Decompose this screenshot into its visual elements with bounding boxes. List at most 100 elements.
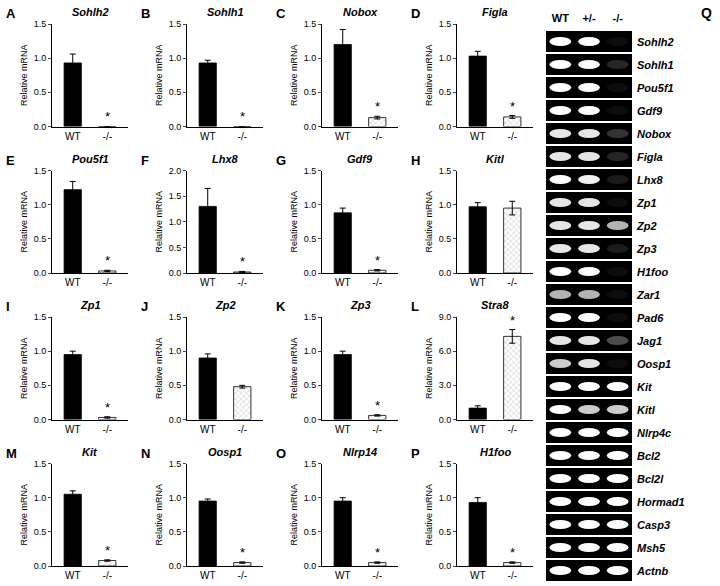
svg-text:1.5: 1.5	[439, 166, 452, 176]
svg-text:N: N	[141, 446, 150, 461]
svg-text:0.5: 0.5	[439, 527, 452, 537]
svg-text:Relative mRNA: Relative mRNA	[154, 484, 164, 546]
svg-text:*: *	[240, 109, 245, 124]
svg-text:0.5: 0.5	[304, 234, 317, 244]
svg-text:A: A	[6, 6, 16, 21]
svg-text:2.0: 2.0	[169, 166, 182, 176]
svg-text:Lhx8: Lhx8	[212, 153, 239, 165]
svg-text:WT: WT	[470, 424, 486, 435]
svg-text:Gdf9: Gdf9	[637, 105, 663, 117]
svg-text:*: *	[375, 253, 380, 268]
svg-text:0.0: 0.0	[439, 415, 452, 425]
svg-text:0.0: 0.0	[34, 561, 47, 571]
svg-text:Sohlh2: Sohlh2	[72, 6, 109, 18]
svg-text:-/-: -/-	[373, 277, 382, 288]
svg-text:H1foo: H1foo	[480, 446, 511, 458]
svg-text:1.5: 1.5	[169, 191, 182, 201]
svg-text:*: *	[105, 109, 110, 124]
svg-text:0.5: 0.5	[34, 527, 47, 537]
svg-text:0.5: 0.5	[169, 527, 182, 537]
svg-text:0.5: 0.5	[169, 243, 182, 253]
svg-text:Zp3: Zp3	[636, 243, 657, 255]
svg-text:Relative mRNA: Relative mRNA	[289, 44, 299, 106]
svg-text:-/-: -/-	[238, 131, 247, 142]
svg-text:Relative mRNA: Relative mRNA	[289, 191, 299, 253]
svg-text:0.0: 0.0	[169, 561, 182, 571]
svg-text:Casp3: Casp3	[637, 519, 670, 531]
svg-text:*: *	[240, 545, 245, 560]
svg-text:Nobox: Nobox	[637, 128, 672, 140]
svg-text:0.5: 0.5	[169, 380, 182, 390]
svg-text:0.5: 0.5	[34, 380, 47, 390]
svg-text:Pad6: Pad6	[637, 312, 664, 324]
svg-text:0.0: 0.0	[439, 122, 452, 132]
svg-text:WT: WT	[470, 277, 486, 288]
svg-text:C: C	[276, 6, 286, 21]
svg-text:WT: WT	[65, 570, 81, 581]
svg-text:0.0: 0.0	[169, 415, 182, 425]
svg-text:1.0: 1.0	[169, 493, 182, 503]
svg-text:Relative mRNA: Relative mRNA	[19, 44, 29, 106]
svg-text:E: E	[6, 153, 15, 168]
svg-text:Relative mRNA: Relative mRNA	[154, 191, 164, 253]
svg-text:0.0: 0.0	[169, 122, 182, 132]
svg-text:0.0: 0.0	[304, 268, 317, 278]
svg-text:Gdf9: Gdf9	[347, 153, 373, 165]
svg-text:1.5: 1.5	[304, 19, 317, 29]
svg-text:0.0: 0.0	[439, 561, 452, 571]
svg-text:Stra8: Stra8	[481, 299, 509, 311]
svg-text:Nlrp4c: Nlrp4c	[637, 427, 671, 439]
svg-text:Zar1: Zar1	[636, 289, 660, 301]
svg-text:*: *	[375, 545, 380, 560]
svg-text:0.0: 0.0	[304, 415, 317, 425]
svg-text:*: *	[375, 99, 380, 114]
svg-text:WT: WT	[470, 570, 486, 581]
svg-text:1.0: 1.0	[304, 493, 317, 503]
svg-text:1.0: 1.0	[439, 200, 452, 210]
svg-text:1.0: 1.0	[304, 200, 317, 210]
svg-text:0.5: 0.5	[439, 87, 452, 97]
svg-text:-/-: -/-	[238, 277, 247, 288]
svg-text:J: J	[141, 299, 148, 314]
svg-text:Relative mRNA: Relative mRNA	[289, 337, 299, 399]
svg-text:1.0: 1.0	[304, 53, 317, 63]
svg-text:Zp2: Zp2	[215, 299, 236, 311]
svg-text:Relative mRNA: Relative mRNA	[424, 337, 434, 399]
svg-text:1.5: 1.5	[304, 459, 317, 469]
svg-text:Zp2: Zp2	[636, 220, 657, 232]
svg-text:Nlrp14: Nlrp14	[343, 446, 377, 458]
svg-text:Pou5f1: Pou5f1	[637, 82, 674, 94]
svg-text:Nobox: Nobox	[343, 6, 378, 18]
svg-text:-/-: -/-	[238, 424, 247, 435]
svg-text:+/-: +/-	[582, 12, 595, 24]
svg-text:Kitl: Kitl	[637, 404, 656, 416]
svg-text:1.5: 1.5	[439, 459, 452, 469]
svg-text:0.0: 0.0	[304, 561, 317, 571]
svg-text:WT: WT	[335, 570, 351, 581]
svg-text:Sohlh1: Sohlh1	[637, 59, 674, 71]
svg-text:B: B	[141, 6, 150, 21]
svg-text:0.0: 0.0	[304, 122, 317, 132]
svg-text:*: *	[240, 254, 245, 269]
svg-text:Relative mRNA: Relative mRNA	[154, 337, 164, 399]
svg-text:0.0: 0.0	[34, 122, 47, 132]
svg-text:Actnb: Actnb	[636, 565, 668, 577]
svg-text:WT: WT	[65, 277, 81, 288]
svg-text:0.5: 0.5	[34, 234, 47, 244]
svg-text:Msh5: Msh5	[637, 542, 666, 554]
svg-text:1.0: 1.0	[34, 200, 47, 210]
svg-text:1.5: 1.5	[34, 166, 47, 176]
svg-text:WT: WT	[200, 424, 216, 435]
svg-text:D: D	[411, 6, 420, 21]
svg-text:Bcl2l: Bcl2l	[637, 473, 664, 485]
svg-text:-/-: -/-	[508, 424, 517, 435]
svg-text:Sohlh1: Sohlh1	[207, 6, 244, 18]
svg-text:Oosp1: Oosp1	[637, 358, 671, 370]
svg-text:0.5: 0.5	[169, 87, 182, 97]
svg-text:Relative mRNA: Relative mRNA	[19, 337, 29, 399]
svg-text:-/-: -/-	[508, 277, 517, 288]
svg-text:*: *	[375, 398, 380, 413]
svg-text:WT: WT	[65, 131, 81, 142]
svg-text:WT: WT	[200, 131, 216, 142]
svg-text:Kit: Kit	[82, 446, 98, 458]
